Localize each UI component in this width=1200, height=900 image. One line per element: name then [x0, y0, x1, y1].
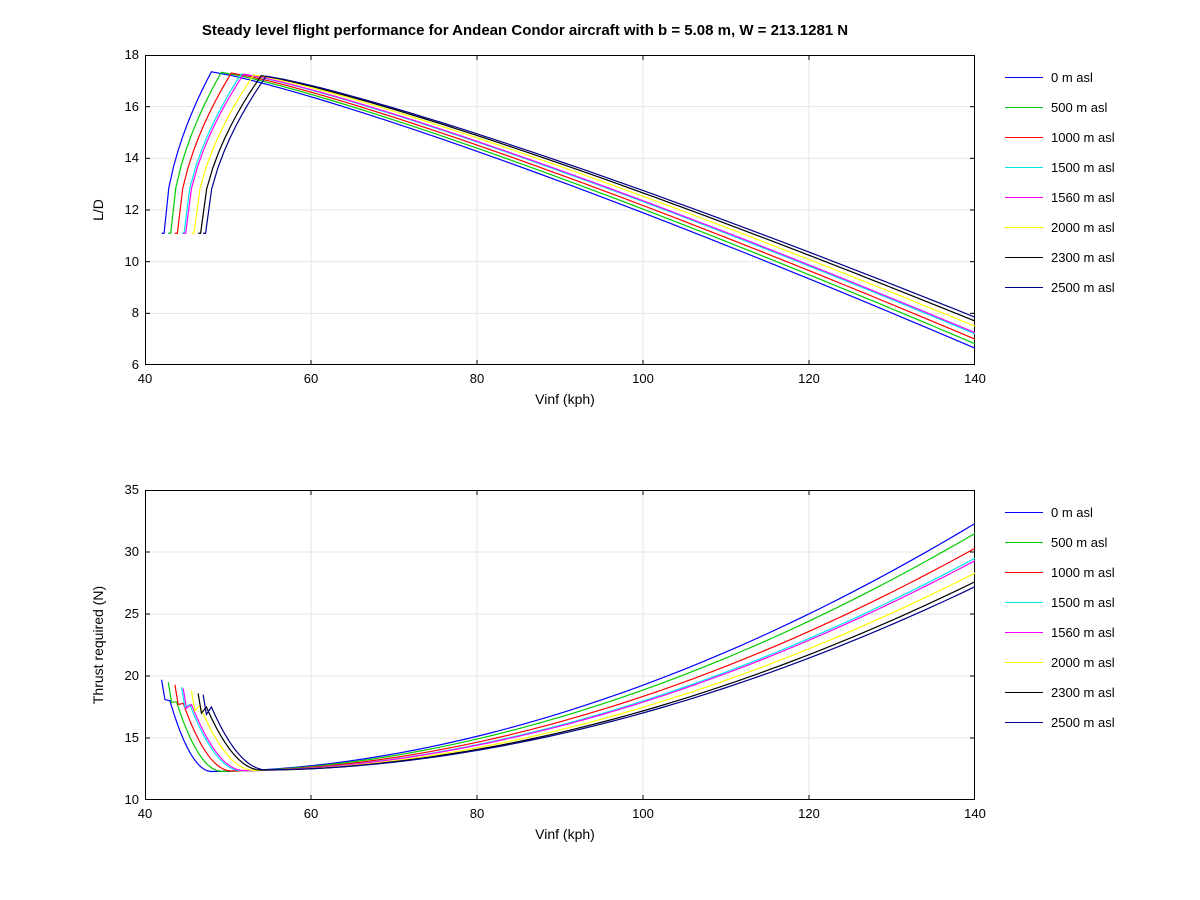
legend-item: 1000 m asl [1005, 557, 1115, 587]
ytick-label: 20 [105, 668, 139, 683]
legend-item: 2300 m asl [1005, 677, 1115, 707]
legend-label: 0 m asl [1051, 70, 1093, 85]
xtick-label: 60 [296, 371, 326, 386]
ytick-label: 35 [105, 482, 139, 497]
legend-item: 2500 m asl [1005, 707, 1115, 737]
legend-swatch [1005, 692, 1043, 693]
series-line [168, 533, 975, 771]
legend-swatch [1005, 167, 1043, 168]
legend-swatch [1005, 542, 1043, 543]
legend-label: 1000 m asl [1051, 565, 1115, 580]
xtick-label: 140 [960, 371, 990, 386]
series-line [175, 73, 975, 339]
ytick-label: 8 [105, 305, 139, 320]
legend-item: 2300 m asl [1005, 242, 1115, 272]
legend-item: 1500 m asl [1005, 152, 1115, 182]
xtick-label: 120 [794, 806, 824, 821]
thrust-chart [145, 490, 975, 800]
legend-swatch [1005, 107, 1043, 108]
legend-label: 500 m asl [1051, 535, 1107, 550]
series-line [191, 75, 975, 326]
legend-label: 2500 m asl [1051, 280, 1115, 295]
legend-item: 500 m asl [1005, 92, 1115, 122]
ytick-label: 10 [105, 254, 139, 269]
legend-swatch [1005, 227, 1043, 228]
legend-label: 1560 m asl [1051, 625, 1115, 640]
series-line [182, 74, 975, 334]
series-line [168, 72, 975, 344]
legend-swatch [1005, 722, 1043, 723]
figure-title: Steady level flight performance for Ande… [0, 22, 1050, 39]
legend-swatch [1005, 257, 1043, 258]
ytick-label: 10 [105, 792, 139, 807]
xtick-label: 140 [960, 806, 990, 821]
legend-swatch [1005, 77, 1043, 78]
legend-item: 2500 m asl [1005, 272, 1115, 302]
xtick-label: 120 [794, 371, 824, 386]
legend-item: 1560 m asl [1005, 182, 1115, 212]
legend-label: 2000 m asl [1051, 220, 1115, 235]
legend-label: 1500 m asl [1051, 160, 1115, 175]
legend-item: 1500 m asl [1005, 587, 1115, 617]
legend-swatch [1005, 512, 1043, 513]
ytick-label: 6 [105, 357, 139, 372]
figure: Steady level flight performance for Ande… [0, 0, 1200, 900]
series-line [162, 523, 975, 771]
legend-item: 1000 m asl [1005, 122, 1115, 152]
ytick-label: 30 [105, 544, 139, 559]
ytick-label: 18 [105, 47, 139, 62]
ytick-label: 25 [105, 606, 139, 621]
ytick-label: 14 [105, 150, 139, 165]
series-line [191, 573, 975, 770]
xtick-label: 40 [130, 371, 160, 386]
series-line [203, 76, 975, 317]
xtick-label: 80 [462, 371, 492, 386]
legend-label: 500 m asl [1051, 100, 1107, 115]
xtick-label: 60 [296, 806, 326, 821]
legend-swatch [1005, 572, 1043, 573]
legend-swatch [1005, 662, 1043, 663]
legend-label: 1560 m asl [1051, 190, 1115, 205]
ytick-label: 12 [105, 202, 139, 217]
legend-label: 2300 m asl [1051, 685, 1115, 700]
legend-swatch [1005, 632, 1043, 633]
legend-label: 2500 m asl [1051, 715, 1115, 730]
series-line [183, 561, 975, 771]
legend-item: 0 m asl [1005, 497, 1115, 527]
ld-ylabel: L/D [90, 185, 106, 235]
legend-label: 1000 m asl [1051, 130, 1115, 145]
thrust-xlabel: Vinf (kph) [520, 826, 610, 842]
ld-legend: 0 m asl 500 m asl 1000 m asl 1500 m asl 1560… [1005, 62, 1115, 302]
legend-swatch [1005, 287, 1043, 288]
ytick-label: 16 [105, 99, 139, 114]
legend-swatch [1005, 197, 1043, 198]
thrust-legend: 0 m asl 500 m asl 1000 m asl 1500 m asl 1560… [1005, 497, 1115, 737]
legend-swatch [1005, 137, 1043, 138]
legend-item: 2000 m asl [1005, 647, 1115, 677]
ld-xlabel: Vinf (kph) [520, 391, 610, 407]
legend-label: 2000 m asl [1051, 655, 1115, 670]
legend-item: 0 m asl [1005, 62, 1115, 92]
legend-item: 2000 m asl [1005, 212, 1115, 242]
legend-label: 2300 m asl [1051, 250, 1115, 265]
xtick-label: 100 [628, 806, 658, 821]
ld-chart [145, 55, 975, 365]
thrust-ylabel: Thrust required (N) [90, 570, 106, 720]
legend-item: 1560 m asl [1005, 617, 1115, 647]
ytick-label: 15 [105, 730, 139, 745]
legend-label: 1500 m asl [1051, 595, 1115, 610]
legend-label: 0 m asl [1051, 505, 1093, 520]
xtick-label: 40 [130, 806, 160, 821]
xtick-label: 100 [628, 371, 658, 386]
legend-swatch [1005, 602, 1043, 603]
xtick-label: 80 [462, 806, 492, 821]
legend-item: 500 m asl [1005, 527, 1115, 557]
